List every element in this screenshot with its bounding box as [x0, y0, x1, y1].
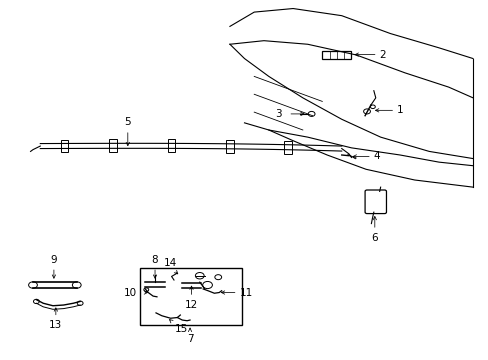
Text: 2: 2: [379, 50, 386, 60]
Bar: [140, 267, 242, 325]
Text: 3: 3: [274, 109, 281, 119]
Bar: [167, 139, 175, 152]
Text: 9: 9: [50, 255, 57, 265]
Text: 10: 10: [123, 288, 136, 297]
Text: 7: 7: [186, 334, 193, 344]
Text: 5: 5: [124, 117, 131, 127]
Text: 1: 1: [396, 105, 403, 115]
Bar: [61, 140, 68, 152]
Bar: [284, 141, 291, 154]
Text: 12: 12: [184, 300, 198, 310]
Bar: [109, 139, 117, 152]
Text: 6: 6: [371, 233, 377, 243]
Text: 13: 13: [49, 320, 62, 330]
Text: 11: 11: [239, 288, 252, 297]
Text: 15: 15: [174, 324, 187, 334]
Text: 14: 14: [163, 257, 177, 267]
Bar: [322, 51, 351, 59]
Bar: [225, 140, 233, 153]
Text: 4: 4: [373, 152, 380, 161]
Text: 8: 8: [151, 255, 158, 265]
